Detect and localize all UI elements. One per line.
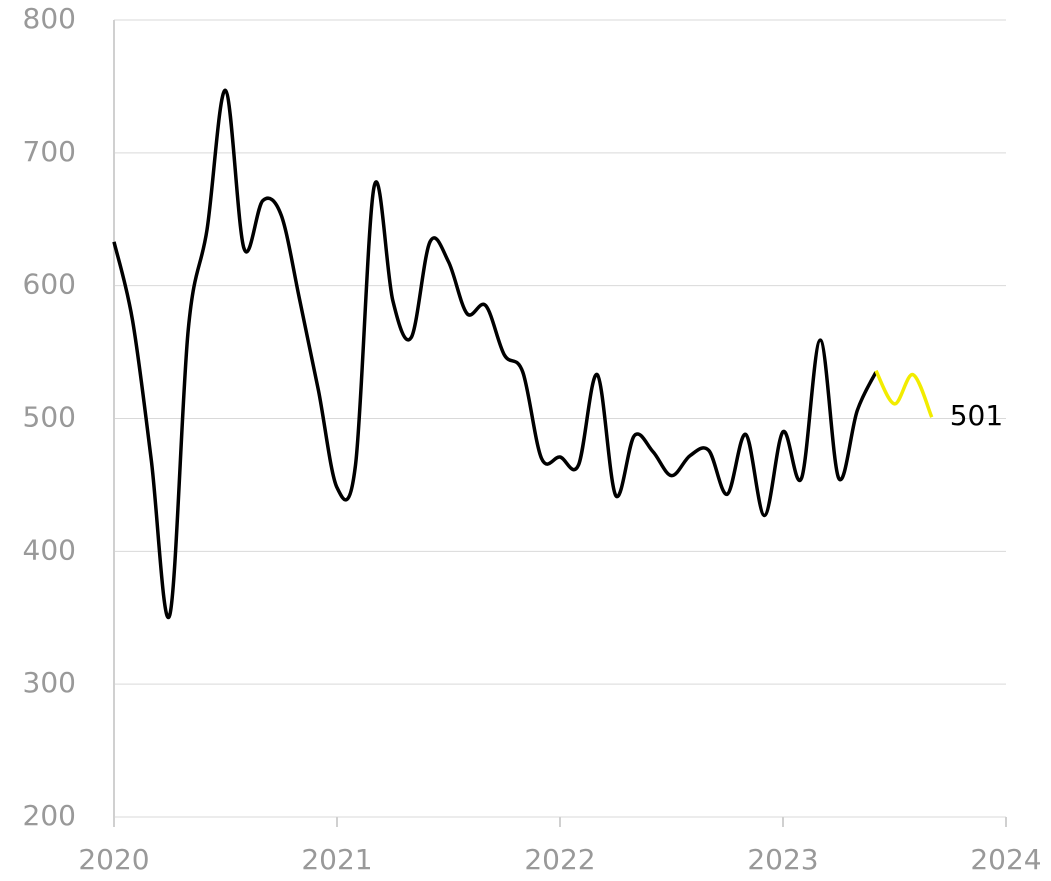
x-tick-label: 2021 (301, 843, 372, 876)
y-tick-label: 200 (23, 799, 76, 832)
y-tick-label: 500 (23, 401, 76, 434)
y-tick-label: 700 (23, 135, 76, 168)
y-tick-label: 400 (23, 533, 76, 566)
y-tick-label: 300 (23, 666, 76, 699)
y-tick-label: 800 (23, 2, 76, 35)
y-tick-label: 600 (23, 268, 76, 301)
x-tick-label: 2023 (747, 843, 818, 876)
line-series (112, 88, 878, 620)
x-tick-label: 2022 (524, 843, 595, 876)
x-tick-label: 2024 (970, 843, 1041, 876)
end-value-label: 501 (950, 399, 1003, 432)
line-series (874, 369, 934, 418)
x-tick-label: 2020 (78, 843, 149, 876)
